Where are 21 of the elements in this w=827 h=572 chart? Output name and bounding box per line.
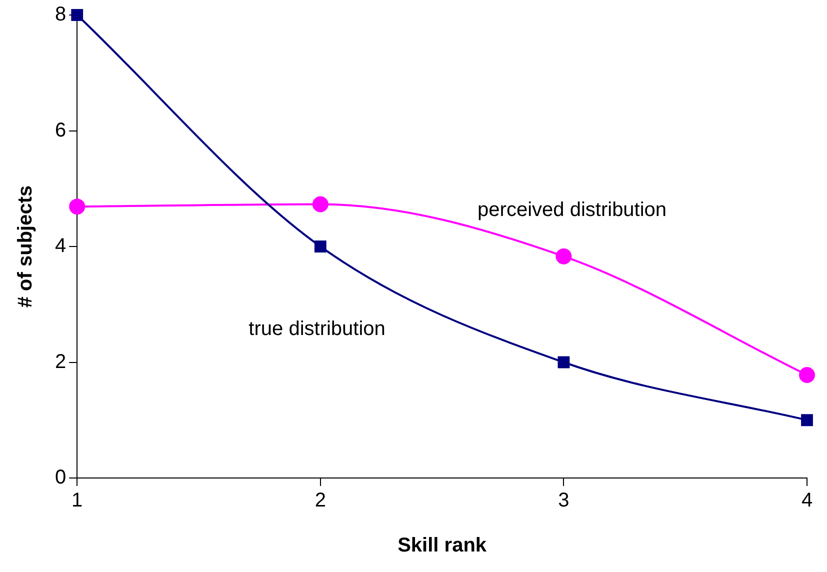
point: [71, 9, 84, 21]
point: [799, 366, 815, 383]
y-tick-label: 6: [55, 119, 66, 142]
point: [312, 196, 328, 212]
point: [556, 248, 572, 264]
series-label: true distribution: [248, 318, 386, 340]
y-axis-title: # of subjects: [14, 185, 37, 308]
x-tick-label: 4: [801, 490, 813, 512]
y-tick-label: 0: [55, 466, 66, 489]
x-tick-label: 2: [314, 490, 326, 512]
y-tick-label: 4: [55, 235, 66, 258]
x-tick-label: 1: [72, 490, 83, 512]
y-tick-label: 8: [55, 4, 66, 26]
series-label: perceived distribution: [478, 198, 667, 221]
point: [314, 240, 326, 252]
x-axis-title: Skill rank: [398, 534, 488, 557]
point: [801, 414, 813, 426]
y-tick-label: 2: [55, 350, 66, 373]
point: [558, 356, 570, 368]
point: [69, 198, 86, 215]
x-tick-label: 3: [558, 490, 570, 512]
